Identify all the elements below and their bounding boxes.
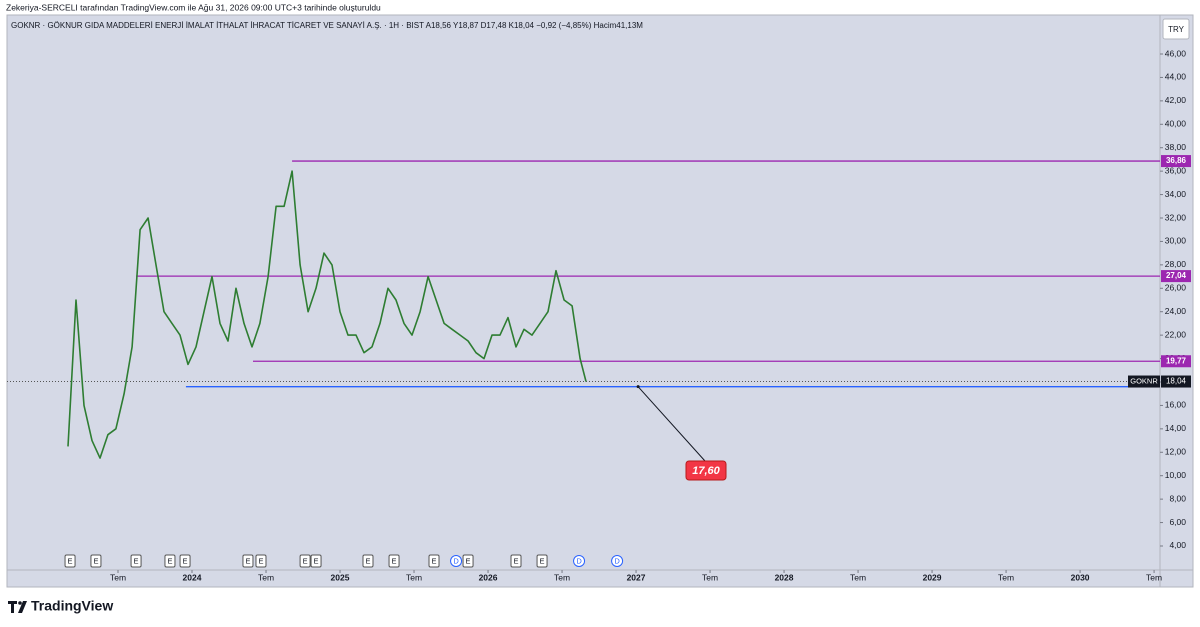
event-marker	[450, 555, 463, 567]
event-marker	[179, 554, 191, 568]
callout-box	[685, 460, 727, 481]
level-tag	[1161, 155, 1191, 168]
event-marker	[64, 554, 76, 568]
level-tag-label: 27,04	[1166, 271, 1187, 280]
logo-icon	[8, 601, 27, 613]
event-marker	[611, 555, 624, 567]
legend: GOKNR · GÖKNUR GIDA MADDELERİ ENERJİ İMA…	[11, 21, 643, 30]
event-label: E	[167, 556, 172, 565]
event-label: E	[365, 556, 370, 565]
event-label: D	[576, 556, 582, 565]
last-price-tag	[1161, 375, 1191, 388]
event-marker	[428, 554, 440, 568]
event-marker	[462, 554, 474, 568]
x-tick-label: 2025	[331, 572, 350, 582]
event-label: E	[540, 556, 545, 565]
event-marker	[242, 554, 254, 568]
event-label: E	[93, 556, 98, 565]
level-tag	[1161, 355, 1191, 368]
level-tag-label: 19,77	[1166, 356, 1187, 365]
plot: 4,006,008,0010,0012,0014,0016,0018,0020,…	[7, 48, 1191, 582]
callout-label: 17,60	[692, 465, 720, 477]
y-tick-label: 26,00	[1165, 283, 1187, 293]
y-tick-label: 32,00	[1165, 212, 1187, 222]
y-tick-label: 24,00	[1165, 306, 1187, 316]
y-tick-label: 16,00	[1165, 400, 1187, 410]
logo: TradingView	[8, 598, 113, 614]
event-label: E	[392, 556, 397, 565]
event-label: D	[453, 556, 459, 565]
x-tick-label: Tem	[702, 572, 718, 582]
last-price-label: 18,04	[1166, 377, 1187, 386]
price-line	[67, 170, 587, 459]
x-tick-label: Tem	[554, 572, 570, 582]
event-marker	[573, 555, 586, 567]
y-tick-label: 14,00	[1165, 423, 1187, 433]
y-tick-label: 22,00	[1165, 329, 1187, 339]
event-label: E	[258, 556, 263, 565]
event-label: E	[432, 556, 437, 565]
x-tick-label: 2028	[775, 572, 794, 582]
logo-dot	[18, 601, 22, 605]
y-tick-label: 6,00	[1169, 517, 1186, 527]
event-marker	[362, 554, 374, 568]
event-marker	[510, 554, 522, 568]
y-tick-label: 42,00	[1165, 95, 1187, 105]
x-tick-label: Tem	[1146, 572, 1162, 582]
event-marker	[90, 554, 102, 568]
event-label: E	[245, 556, 250, 565]
event-marker	[299, 554, 311, 568]
logo-text: TradingView	[31, 598, 113, 614]
event-label: D	[614, 556, 620, 565]
y-tick-label: 28,00	[1165, 259, 1187, 269]
credit: Zekeriya-SERCELI tarafından TradingView.…	[6, 2, 381, 12]
x-tick-label: Tem	[850, 572, 866, 582]
y-tick-label: 30,00	[1165, 236, 1187, 246]
event-label: E	[314, 556, 319, 565]
currency-label: TRY	[1168, 25, 1185, 34]
currency-button[interactable]	[1162, 18, 1190, 40]
y-tick-label: 44,00	[1165, 72, 1187, 82]
chart-frame	[6, 14, 1194, 588]
symbol-tag-label: GOKNR	[1130, 377, 1158, 386]
event-marker	[536, 554, 548, 568]
y-tick-label: 38,00	[1165, 142, 1187, 152]
y-tick-label: 34,00	[1165, 189, 1187, 199]
y-tick-label: 46,00	[1165, 48, 1187, 58]
x-tick-label: Tem	[258, 572, 274, 582]
event-marker	[164, 554, 176, 568]
y-tick-label: 40,00	[1165, 119, 1187, 129]
level-tag-label: 36,86	[1166, 156, 1187, 165]
event-marker	[310, 554, 322, 568]
y-tick-label: 4,00	[1169, 540, 1186, 550]
x-tick-label: 2026	[479, 572, 498, 582]
symbol-tag	[1128, 375, 1160, 388]
y-tick-label: 10,00	[1165, 470, 1187, 480]
x-tick-label: 2029	[923, 572, 942, 582]
y-tick-label: 12,00	[1165, 447, 1187, 457]
y-tick-label: 8,00	[1169, 493, 1186, 503]
x-tick-label: Tem	[406, 572, 422, 582]
event-label: E	[183, 556, 188, 565]
x-tick-label: Tem	[110, 572, 126, 582]
x-tick-label: 2024	[183, 572, 202, 582]
x-tick-label: 2030	[1071, 572, 1090, 582]
x-tick-label: 2027	[627, 572, 646, 582]
event-marker	[388, 554, 400, 568]
callout-pointer	[637, 386, 706, 462]
level-tag	[1161, 270, 1191, 283]
event-label: E	[303, 556, 308, 565]
event-label: E	[466, 556, 471, 565]
event-marker	[130, 554, 142, 568]
event-marker	[255, 554, 267, 568]
y-tick-label: 36,00	[1165, 165, 1187, 175]
x-tick-label: Tem	[998, 572, 1014, 582]
event-label: E	[513, 556, 518, 565]
event-label: E	[68, 556, 73, 565]
event-label: E	[134, 556, 139, 565]
